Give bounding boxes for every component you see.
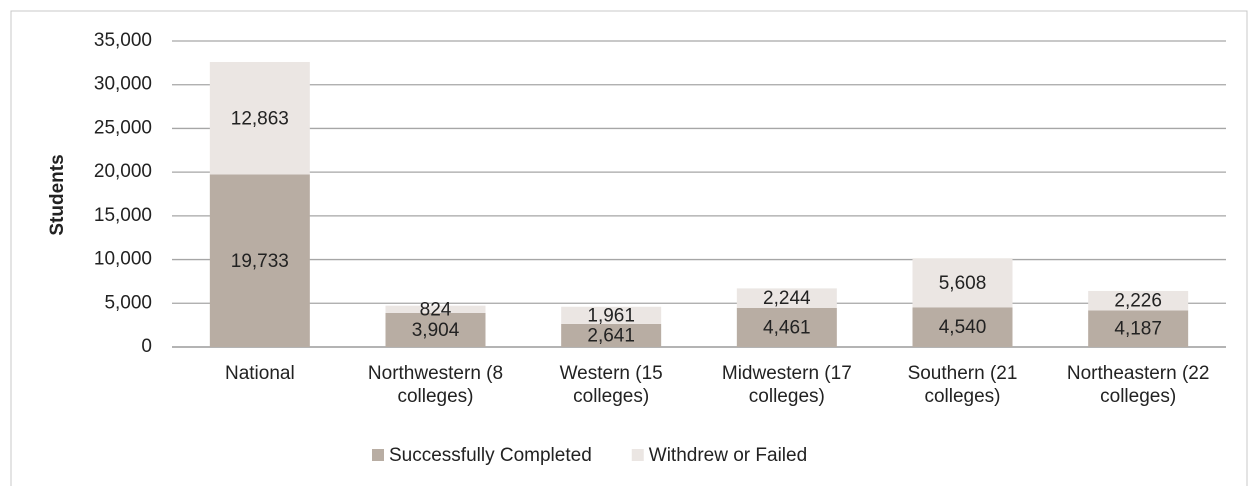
value-label: 3,904 [412,320,460,341]
legend-label: Successfully Completed [389,445,592,466]
value-label: 5,608 [939,273,987,294]
value-label: 4,187 [1114,319,1162,340]
y-tick-label: 10,000 [94,249,152,270]
value-label: 4,461 [763,318,811,339]
y-tick-label: 35,000 [94,30,152,51]
bar-segment [736,288,837,308]
x-tick-label: Northeastern (22 colleges) [1066,363,1210,407]
y-tick-label: 0 [141,336,152,357]
value-label: 2,641 [587,325,635,346]
y-tick-label: 20,000 [94,161,152,182]
bar-segment [209,62,310,175]
legend-swatch [631,449,644,461]
bar-segment [561,306,662,324]
y-tick-label: 30,000 [94,74,152,95]
x-tick-label: National [224,363,295,384]
bar-segment [736,307,837,347]
value-label: 4,540 [939,317,987,338]
value-label: 19,733 [231,251,289,272]
value-label: 824 [420,299,452,320]
y-tick-label: 5,000 [104,292,152,313]
bar-segment [912,307,1013,347]
bar-segment [561,323,662,347]
bar-segment [1088,290,1189,311]
value-label: 2,226 [1114,291,1162,312]
y-tick-label: 25,000 [94,117,152,138]
value-label: 1,961 [587,305,635,326]
chart-border [10,10,1248,486]
x-tick-label: Southern (21 colleges) [907,363,1018,407]
x-tick-label: Western (15 colleges) [559,363,663,407]
value-label: 12,863 [231,108,289,129]
bar-segment [912,258,1013,308]
bar-segment [209,174,310,347]
x-tick-label: Northwestern (8 colleges) [367,363,504,407]
legend-label: Withdrew or Failed [649,445,807,466]
y-tick-label: 15,000 [94,205,152,226]
y-axis-label: Students [47,154,68,235]
bar-segment [385,305,486,313]
bar-segment [1088,310,1189,347]
x-tick-label: Midwestern (17 colleges) [721,363,852,407]
value-label: 2,244 [763,288,811,309]
legend-swatch [372,449,384,461]
bar-segment [385,312,486,347]
